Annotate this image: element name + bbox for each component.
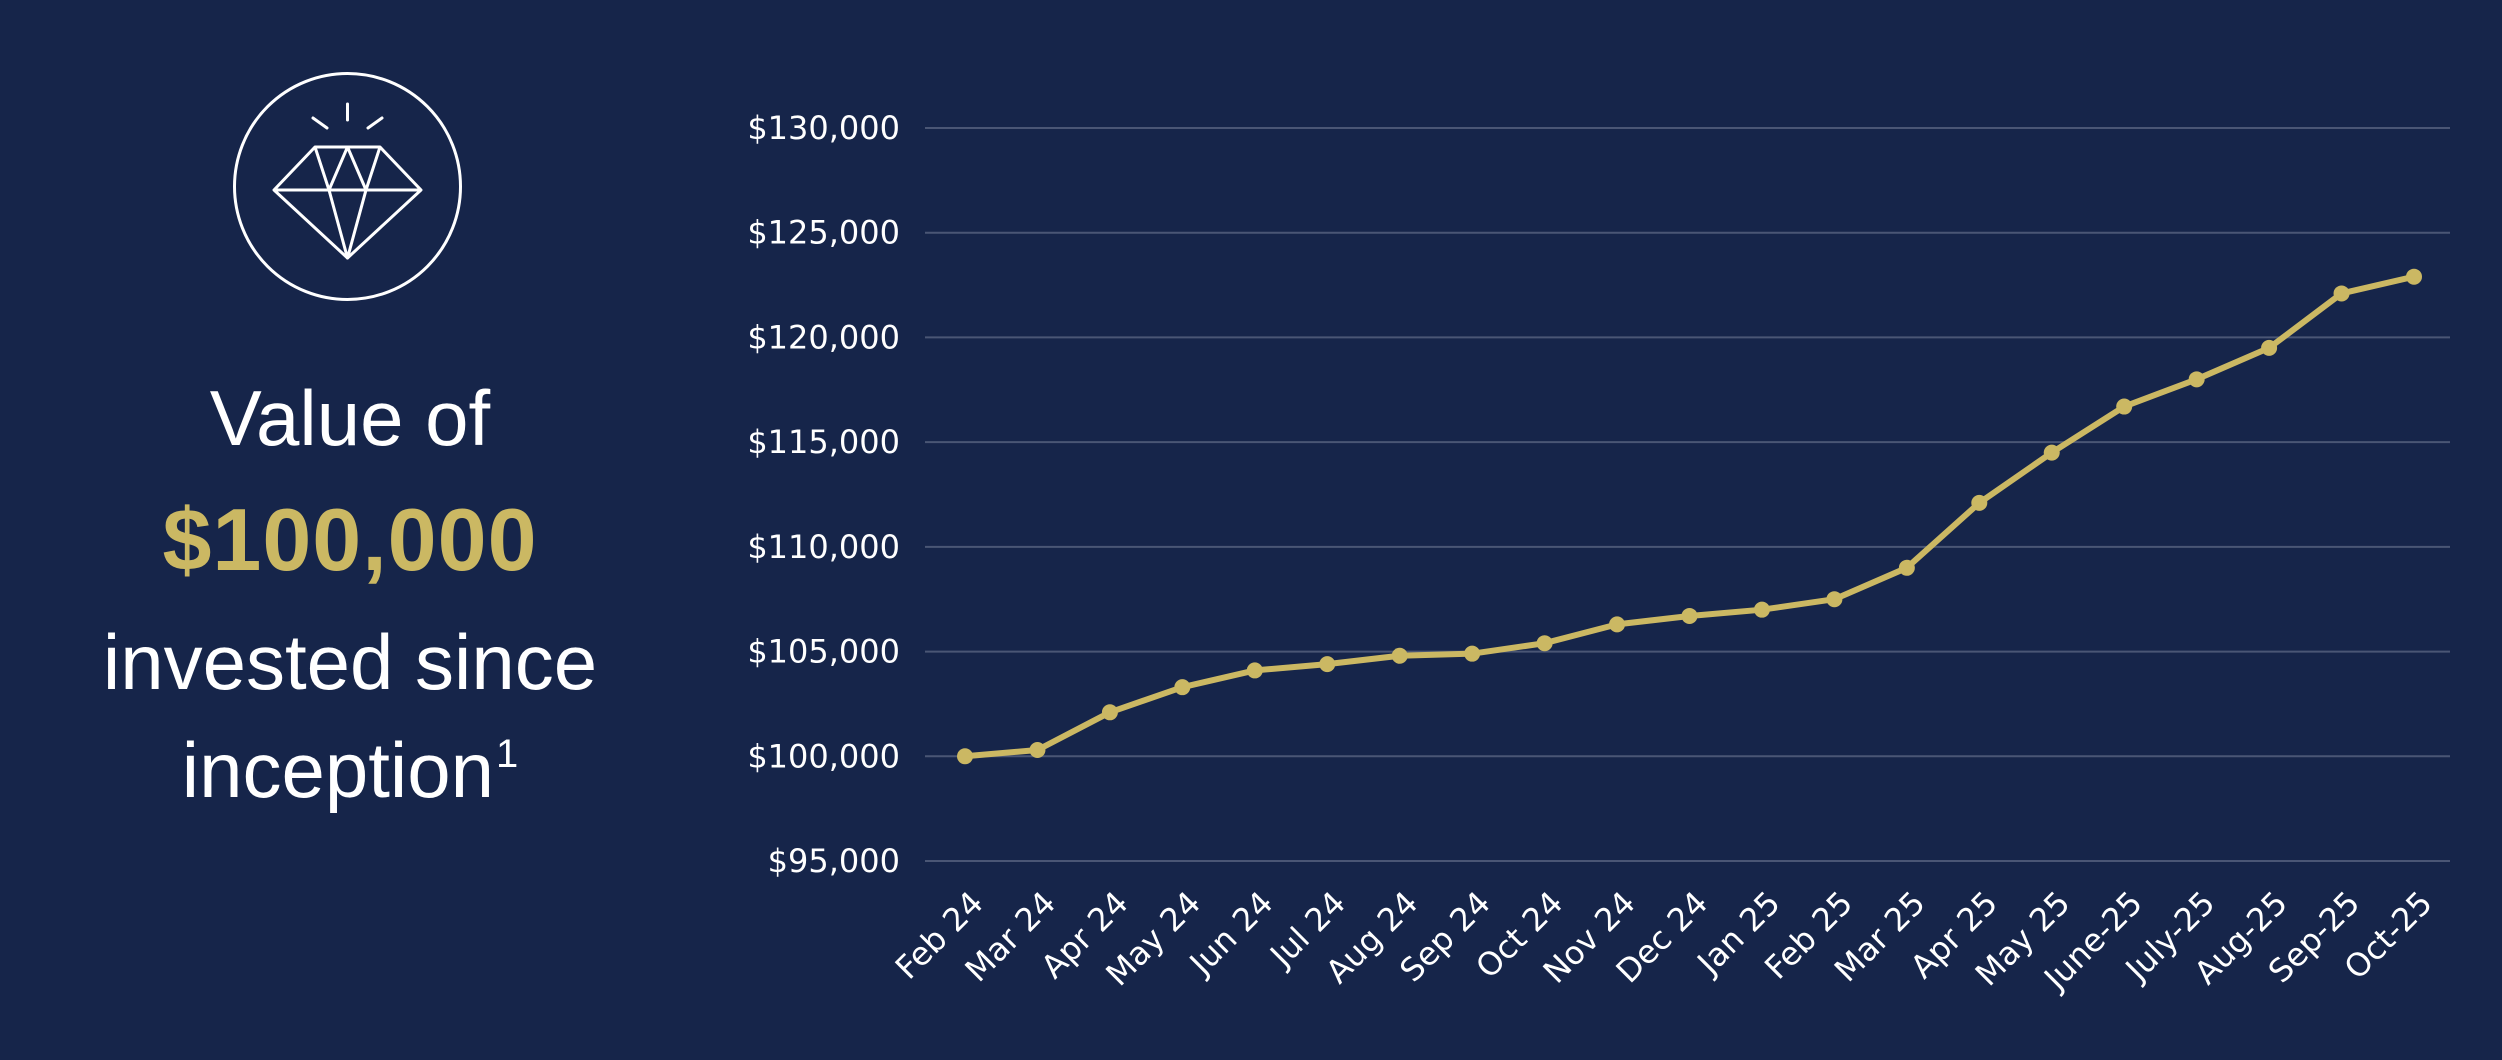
diamond-icon [233, 72, 462, 301]
diamond-icon-graphic [233, 72, 462, 301]
y-tick-label: $95,000 [768, 842, 900, 880]
data-point [1681, 607, 1698, 624]
data-point [2333, 285, 2350, 302]
data-point [2261, 339, 2278, 356]
data-point [1101, 704, 1118, 721]
footnote-marker: 1 [495, 732, 519, 776]
data-point [1971, 494, 1988, 511]
data-point [1319, 656, 1336, 673]
data-point [1391, 647, 1408, 664]
data-point [2188, 371, 2205, 388]
data-point [1029, 742, 1046, 759]
data-point [957, 748, 973, 765]
headline-line-1: Value of [209, 374, 491, 462]
y-tick-label: $100,000 [747, 737, 900, 775]
data-point [1753, 601, 1770, 618]
data-point [2116, 398, 2133, 415]
data-point [1898, 559, 1915, 576]
data-point [1246, 662, 1263, 679]
headline-line-4-text: inception [181, 726, 494, 814]
headline-line-3: invested since [102, 618, 598, 706]
y-tick-label: $105,000 [747, 633, 900, 671]
headline-amount: $100,000 [162, 490, 538, 589]
y-tick-label: $120,000 [747, 318, 900, 356]
data-point [1826, 591, 1843, 608]
y-tick-label: $115,000 [747, 423, 900, 461]
data-point [2043, 444, 2060, 461]
data-point [1609, 616, 1626, 633]
y-tick-label: $125,000 [747, 214, 900, 252]
headline-line-4: inception1 [0, 720, 700, 820]
data-point [1464, 645, 1481, 662]
data-point [1536, 635, 1553, 652]
headline-panel: Value of $100,000 invested since incepti… [0, 0, 700, 1060]
data-point [1174, 679, 1191, 696]
data-point [2406, 268, 2422, 285]
y-tick-label: $130,000 [747, 109, 900, 147]
y-tick-label: $110,000 [747, 528, 900, 566]
